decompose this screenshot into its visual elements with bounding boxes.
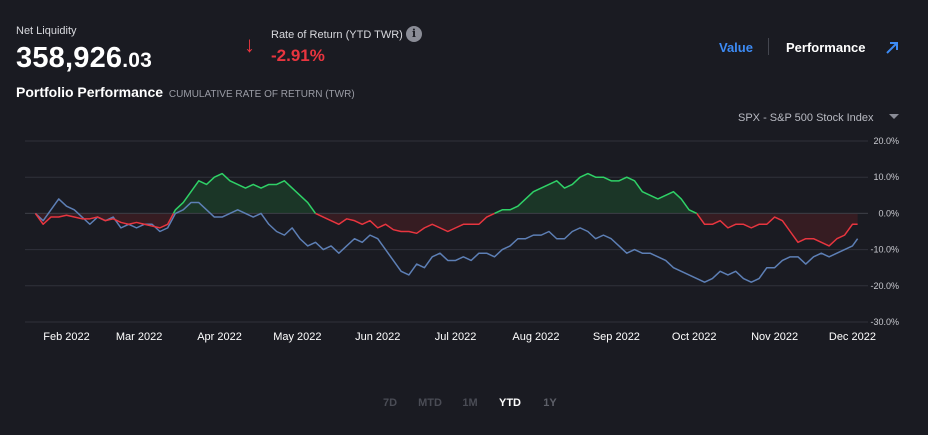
- net-liquidity-main: 358,926: [16, 42, 123, 74]
- negative-return-area: [315, 213, 495, 234]
- net-liquidity-label: Net Liquidity: [16, 25, 77, 37]
- x-tick-label: Apr 2022: [197, 331, 242, 343]
- portfolio-series-line: [696, 212, 858, 247]
- y-tick-label: -30.0%: [870, 317, 899, 327]
- chevron-down-icon[interactable]: [889, 114, 899, 119]
- net-liquidity-decimal: .03: [122, 49, 153, 72]
- portfolio-series-line: [494, 172, 698, 215]
- positive-return-area: [173, 173, 316, 214]
- x-tick-label: Aug 2022: [512, 331, 559, 343]
- section-title: Portfolio Performance: [16, 84, 164, 100]
- portfolio-series-line: [172, 172, 317, 214]
- net-liquidity-value: 358,926.03: [16, 42, 152, 75]
- range-selector: 7D MTD 1M YTD 1Y: [370, 397, 570, 409]
- info-icon[interactable]: i: [406, 26, 422, 42]
- y-tick-label: -10.0%: [870, 245, 899, 255]
- x-tick-label: Jul 2022: [435, 331, 477, 343]
- benchmark-select[interactable]: SPX - S&P 500 Stock Index: [738, 112, 874, 124]
- x-tick-label: Dec 2022: [829, 331, 876, 343]
- down-arrow-icon: ↓: [244, 32, 255, 57]
- performance-toggle-button[interactable]: Performance: [786, 40, 866, 55]
- x-tick-label: Jun 2022: [355, 331, 400, 343]
- arrow-up-right-icon[interactable]: [884, 40, 900, 56]
- section-subtitle: CUMULATIVE RATE OF RETURN (TWR): [168, 89, 355, 100]
- performance-chart: 20.0% 10.0% 0.0% -10.0% -20.0% -30.0% Feb 2022…: [25, 136, 899, 343]
- positive-return-area: [494, 173, 697, 214]
- y-tick-label: -20.0%: [870, 281, 899, 291]
- rate-of-return-label: Rate of Return (YTD TWR): [271, 29, 403, 41]
- negative-return-area: [35, 213, 174, 228]
- value-toggle-button[interactable]: Value: [719, 40, 753, 55]
- range-7d[interactable]: 7D: [382, 397, 398, 409]
- range-1m[interactable]: 1M: [462, 397, 478, 409]
- rate-of-return-value: -2.91%: [271, 46, 325, 65]
- range-mtd[interactable]: MTD: [418, 397, 442, 409]
- portfolio-performance-heading: Portfolio Performance CUMULATIVE RATE OF…: [16, 84, 355, 100]
- x-tick-label: Nov 2022: [751, 331, 798, 343]
- benchmark-series-line: [34, 198, 859, 283]
- y-tick-label: 20.0%: [873, 136, 899, 146]
- toggle-divider: [768, 38, 769, 55]
- range-ytd[interactable]: YTD: [499, 397, 521, 409]
- x-tick-label: Feb 2022: [43, 331, 89, 343]
- x-tick-label: May 2022: [273, 331, 321, 343]
- y-tick-label: 10.0%: [873, 172, 899, 182]
- x-tick-label: Mar 2022: [116, 331, 162, 343]
- portfolio-series-line: [34, 212, 175, 229]
- x-tick-label: Sep 2022: [593, 331, 640, 343]
- y-tick-label: 0.0%: [878, 208, 899, 218]
- range-1y[interactable]: 1Y: [543, 397, 557, 409]
- portfolio-series-line: [315, 212, 495, 235]
- x-tick-label: Oct 2022: [672, 331, 717, 343]
- negative-return-area: [696, 213, 858, 246]
